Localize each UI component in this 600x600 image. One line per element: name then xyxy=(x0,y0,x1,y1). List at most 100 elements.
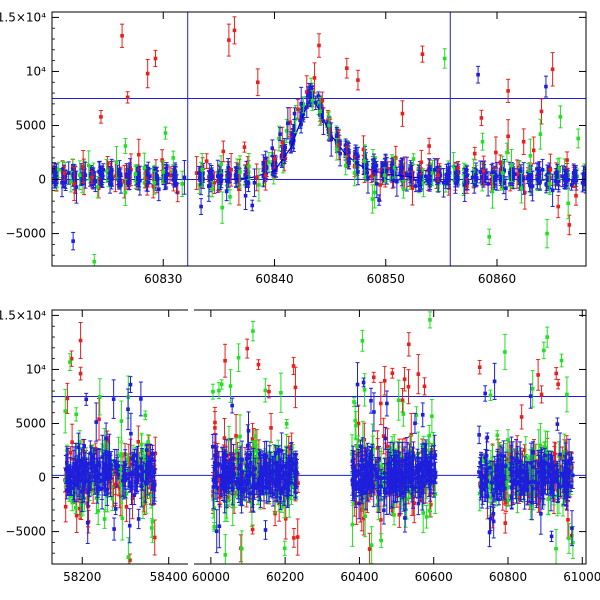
bottom-red-data-point xyxy=(291,528,296,548)
top-blue-data-point xyxy=(53,166,58,189)
top-green-data-point xyxy=(152,170,157,195)
top-blue-data-point xyxy=(147,168,152,185)
bottom-green-data-point xyxy=(429,399,434,434)
top-green-data-point xyxy=(576,128,581,149)
top-blue-data-point xyxy=(196,165,201,181)
top-red-data-point xyxy=(263,159,268,191)
top-blue-data-point xyxy=(66,161,71,185)
top-y-tick-label: 1.5×10⁴ xyxy=(0,10,46,24)
bottom-green-data-point xyxy=(564,376,569,413)
top-red-data-point xyxy=(436,168,441,182)
bottom-green-data-point xyxy=(239,530,244,564)
top-red-data-point xyxy=(242,141,247,153)
top-blue-data-point xyxy=(299,86,304,121)
top-green-data-point xyxy=(256,168,261,202)
bottom-green-data-point xyxy=(559,353,564,368)
bottom-green-data-point xyxy=(143,410,148,421)
top-red-data-point xyxy=(410,170,415,206)
bottom-green-data-point xyxy=(427,311,432,329)
bottom-red-data-point xyxy=(245,338,250,359)
top-blue-data-point xyxy=(371,158,376,173)
bottom-y-tick-label: 1.5×10⁴ xyxy=(0,308,46,322)
top-blue-data-point xyxy=(101,163,106,177)
bottom-blue-data-point xyxy=(128,376,133,393)
bottom-y-tick-label: 0 xyxy=(38,471,46,485)
top-green-data-point xyxy=(266,151,271,173)
axis-break-mask-bottom xyxy=(188,561,194,567)
bottom-green-data-point xyxy=(63,388,68,434)
bottom-green-data-point xyxy=(263,378,268,403)
top-blue-data-point xyxy=(544,178,549,192)
bottom-green-data-point xyxy=(228,369,233,403)
top-red-data-point xyxy=(344,57,349,79)
top-green-data-point xyxy=(327,111,332,140)
top-green-data-point xyxy=(77,160,82,191)
bottom-x-tick-label: 60400 xyxy=(340,570,378,584)
top-blue-data-point xyxy=(583,167,586,182)
top-blue-data-point xyxy=(224,181,229,202)
bottom-red-data-point xyxy=(422,377,427,396)
bottom-y-tick-label: −5000 xyxy=(5,525,46,539)
top-blue-data-point xyxy=(413,179,418,193)
top-blue-data-point xyxy=(215,159,220,193)
top-green-data-point xyxy=(505,142,510,163)
bottom-blue-data-point xyxy=(420,402,425,428)
top-red-data-point xyxy=(120,23,125,48)
bottom-red-data-point xyxy=(269,412,274,443)
top-green-data-point xyxy=(392,157,397,178)
top-green-data-point xyxy=(547,174,552,194)
bottom-green-data-point xyxy=(250,320,255,342)
bottom-green-data-point xyxy=(545,326,550,348)
top-green-data-point xyxy=(442,48,447,69)
top-blue-data-point xyxy=(512,168,517,180)
bottom-blue-data-point xyxy=(477,425,482,445)
bottom-blue-data-point xyxy=(492,362,497,400)
top-green-data-point xyxy=(480,132,485,151)
top-green-data-point xyxy=(200,152,205,187)
bottom-blue-data-point xyxy=(483,385,488,402)
top-blue-data-point xyxy=(492,172,497,186)
top-blue-data-point xyxy=(530,170,535,202)
top-green-data-point xyxy=(310,90,315,112)
bottom-green-data-point xyxy=(541,341,546,360)
top-red-data-point xyxy=(136,138,141,171)
top-red-data-point xyxy=(153,49,158,68)
top-red-data-point xyxy=(521,128,526,156)
top-green-data-point xyxy=(411,153,416,165)
top-red-data-point xyxy=(90,171,95,184)
top-red-data-point xyxy=(98,110,103,124)
bottom-red-data-point xyxy=(477,359,482,375)
bottom-red-data-point xyxy=(212,411,217,434)
top-green-data-point xyxy=(528,138,533,173)
top-red-data-point xyxy=(72,166,77,202)
top-blue-data-point xyxy=(83,161,88,189)
top-red-data-point xyxy=(481,155,486,187)
top-blue-data-point xyxy=(432,158,437,182)
top-blue-data-point xyxy=(107,172,112,182)
top-blue-data-point xyxy=(304,96,309,118)
top-red-data-point xyxy=(565,151,570,169)
top-red-data-point xyxy=(232,16,237,45)
top-blue-data-point xyxy=(252,168,257,198)
top-green-data-point xyxy=(114,145,119,179)
top-blue-data-point xyxy=(398,160,403,175)
bottom-green-data-point xyxy=(118,466,123,493)
top-blue-data-point xyxy=(321,107,326,135)
top-blue-data-point xyxy=(573,166,578,178)
top-green-data-point xyxy=(451,151,456,182)
top-blue-data-point xyxy=(521,162,526,195)
top-red-data-point xyxy=(556,194,561,219)
bottom-x-tick-label: 60000 xyxy=(192,570,230,584)
top-green-data-point xyxy=(519,172,524,204)
top-green-data-point xyxy=(500,155,505,191)
bottom-green-data-point xyxy=(284,419,289,429)
top-red-data-point xyxy=(472,146,477,161)
bottom-green-data-point xyxy=(396,379,401,421)
bottom-green-data-point xyxy=(360,329,365,352)
bottom-green-data-point xyxy=(502,333,507,371)
top-blue-data-point xyxy=(478,160,483,184)
top-blue-data-point xyxy=(355,158,360,186)
top-red-data-point xyxy=(369,169,374,184)
bottom-plot-area xyxy=(52,311,586,564)
top-y-tick-label: 0 xyxy=(38,173,46,187)
